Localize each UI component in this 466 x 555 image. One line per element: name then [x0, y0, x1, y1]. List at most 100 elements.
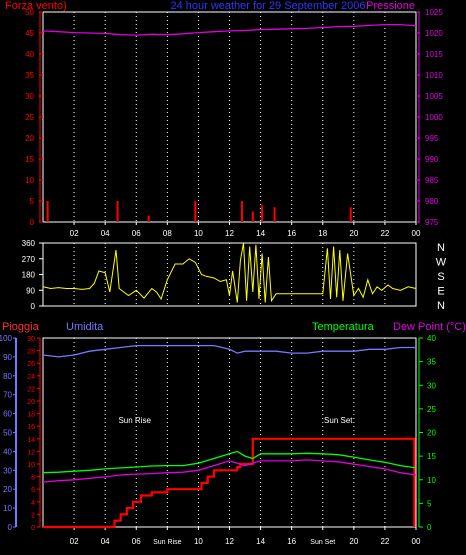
left-tick-label: 0 [30, 218, 35, 227]
x-tick-label: 06 [132, 537, 141, 546]
x-tick-label: 08 [163, 229, 172, 238]
left-axis-label: Forza vento) [5, 0, 67, 12]
temperature-tick-label: 20 [427, 429, 436, 438]
sun-annotation: Sun Rise [118, 416, 151, 425]
compass-letter: E [437, 286, 444, 298]
humidity-tick-label: 0 [8, 523, 13, 532]
rain-tick-label: 4 [31, 500, 35, 507]
temperature-tick-label: 40 [427, 334, 436, 343]
x-tick-label: 16 [287, 229, 296, 238]
dir-tick-label: 180 [22, 271, 36, 280]
rain-tick-label: 18 [27, 412, 35, 419]
dewpoint-axis-label: Dew Point (°C) [393, 321, 466, 333]
right-tick-label: 980 [425, 197, 439, 206]
right-tick-label: 1025 [425, 8, 443, 17]
right-tick-label: 1020 [425, 29, 443, 38]
right-tick-label: 990 [425, 155, 439, 164]
humidity-tick-label: 10 [3, 504, 12, 513]
rain-tick-label: 14 [27, 437, 35, 444]
rain-tick-label: 8 [31, 475, 35, 482]
left-tick-label: 25 [25, 113, 34, 122]
rain-tick-label: 20 [27, 399, 35, 406]
temperature-tick-label: 30 [427, 381, 436, 390]
x-tick-label: 20 [349, 229, 358, 238]
x-tick-label: 14 [256, 537, 265, 546]
temperature-tick-label: 25 [427, 405, 436, 414]
x-tick-label: 16 [287, 537, 296, 546]
x-tick-label: 06 [132, 229, 141, 238]
right-tick-label: 1015 [425, 50, 443, 59]
dir-tick-label: 0 [31, 302, 36, 311]
temperature-tick-label: 5 [427, 499, 432, 508]
rain-tick-label: 6 [31, 487, 35, 494]
x-tick-label: 14 [256, 229, 265, 238]
x-tick-label: 12 [225, 537, 234, 546]
rain-tick-label: 30 [27, 336, 35, 343]
left-tick-label: 20 [25, 134, 34, 143]
left-tick-label: 50 [25, 8, 34, 17]
humidity-tick-label: 40 [3, 447, 12, 456]
x-tick-label: Sun Set [310, 539, 335, 546]
dewpoint-line [42, 459, 417, 483]
humidity-tick-label: 60 [3, 410, 12, 419]
right-axis-label: Pressione [366, 0, 415, 12]
dir-tick-label: 90 [26, 286, 35, 295]
x-tick-label: 12 [225, 229, 234, 238]
right-tick-label: 975 [425, 218, 439, 227]
sun-annotation: Sun Set [324, 416, 353, 425]
temperature-tick-label: 10 [427, 476, 436, 485]
humidity-tick-label: 20 [3, 485, 12, 494]
x-tick-label: 22 [380, 537, 389, 546]
chart-title: 24 hour weather for 29 September 2006 [170, 0, 365, 12]
left-tick-label: 40 [25, 50, 34, 59]
x-tick-label: 02 [70, 229, 79, 238]
rain-axis-label: Pioggia [2, 321, 40, 333]
x-tick-label: 04 [101, 229, 110, 238]
compass-letter: W [436, 257, 447, 269]
rain-tick-label: 2 [31, 512, 35, 519]
wind-direction-line [42, 242, 417, 303]
dir-tick-label: 270 [22, 255, 36, 264]
left-tick-label: 5 [30, 197, 35, 206]
temperature-axis-label: Temperatura [312, 321, 375, 333]
rain-tick-label: 22 [27, 386, 35, 393]
rain-tick-label: 10 [27, 462, 35, 469]
humidity-tick-label: 90 [3, 353, 12, 362]
x-tick-label: 00 [412, 229, 421, 238]
temperature-line [42, 450, 417, 474]
x-tick-label: Sun Rise [153, 539, 182, 546]
left-tick-label: 10 [25, 176, 34, 185]
rain-tick-label: 24 [27, 374, 35, 381]
humidity-tick-label: 30 [3, 466, 12, 475]
x-tick-label: 04 [101, 537, 110, 546]
humidity-tick-label: 80 [3, 372, 12, 381]
temperature-tick-label: 0 [427, 523, 432, 532]
x-tick-label: 10 [194, 537, 203, 546]
dir-tick-label: 360 [22, 239, 36, 248]
rain-tick-label: 28 [27, 349, 35, 356]
rain-tick-label: 16 [27, 424, 35, 431]
rain-tick-label: 0 [31, 525, 35, 532]
right-tick-label: 1010 [425, 71, 443, 80]
right-tick-label: 1000 [425, 113, 443, 122]
pressure-line [42, 23, 417, 36]
left-tick-label: 15 [25, 155, 34, 164]
left-tick-label: 30 [25, 92, 34, 101]
bottom-chart: 0102030405060708090100024681012141618202… [0, 334, 436, 546]
x-tick-label: 02 [70, 537, 79, 546]
humidity-tick-label: 50 [3, 429, 12, 438]
x-tick-label: 10 [194, 229, 203, 238]
top-chart: 0510152025303540455097598098599099510001… [25, 8, 443, 238]
compass-letter: N [437, 300, 445, 312]
humidity-tick-label: 100 [0, 334, 13, 343]
x-tick-label: 22 [380, 229, 389, 238]
right-tick-label: 995 [425, 134, 439, 143]
humidity-axis-label: Umidita [66, 321, 104, 333]
x-tick-label: 20 [349, 537, 358, 546]
x-tick-label: 00 [412, 537, 421, 546]
x-tick-label: 18 [318, 229, 327, 238]
rain-tick-label: 26 [27, 361, 35, 368]
